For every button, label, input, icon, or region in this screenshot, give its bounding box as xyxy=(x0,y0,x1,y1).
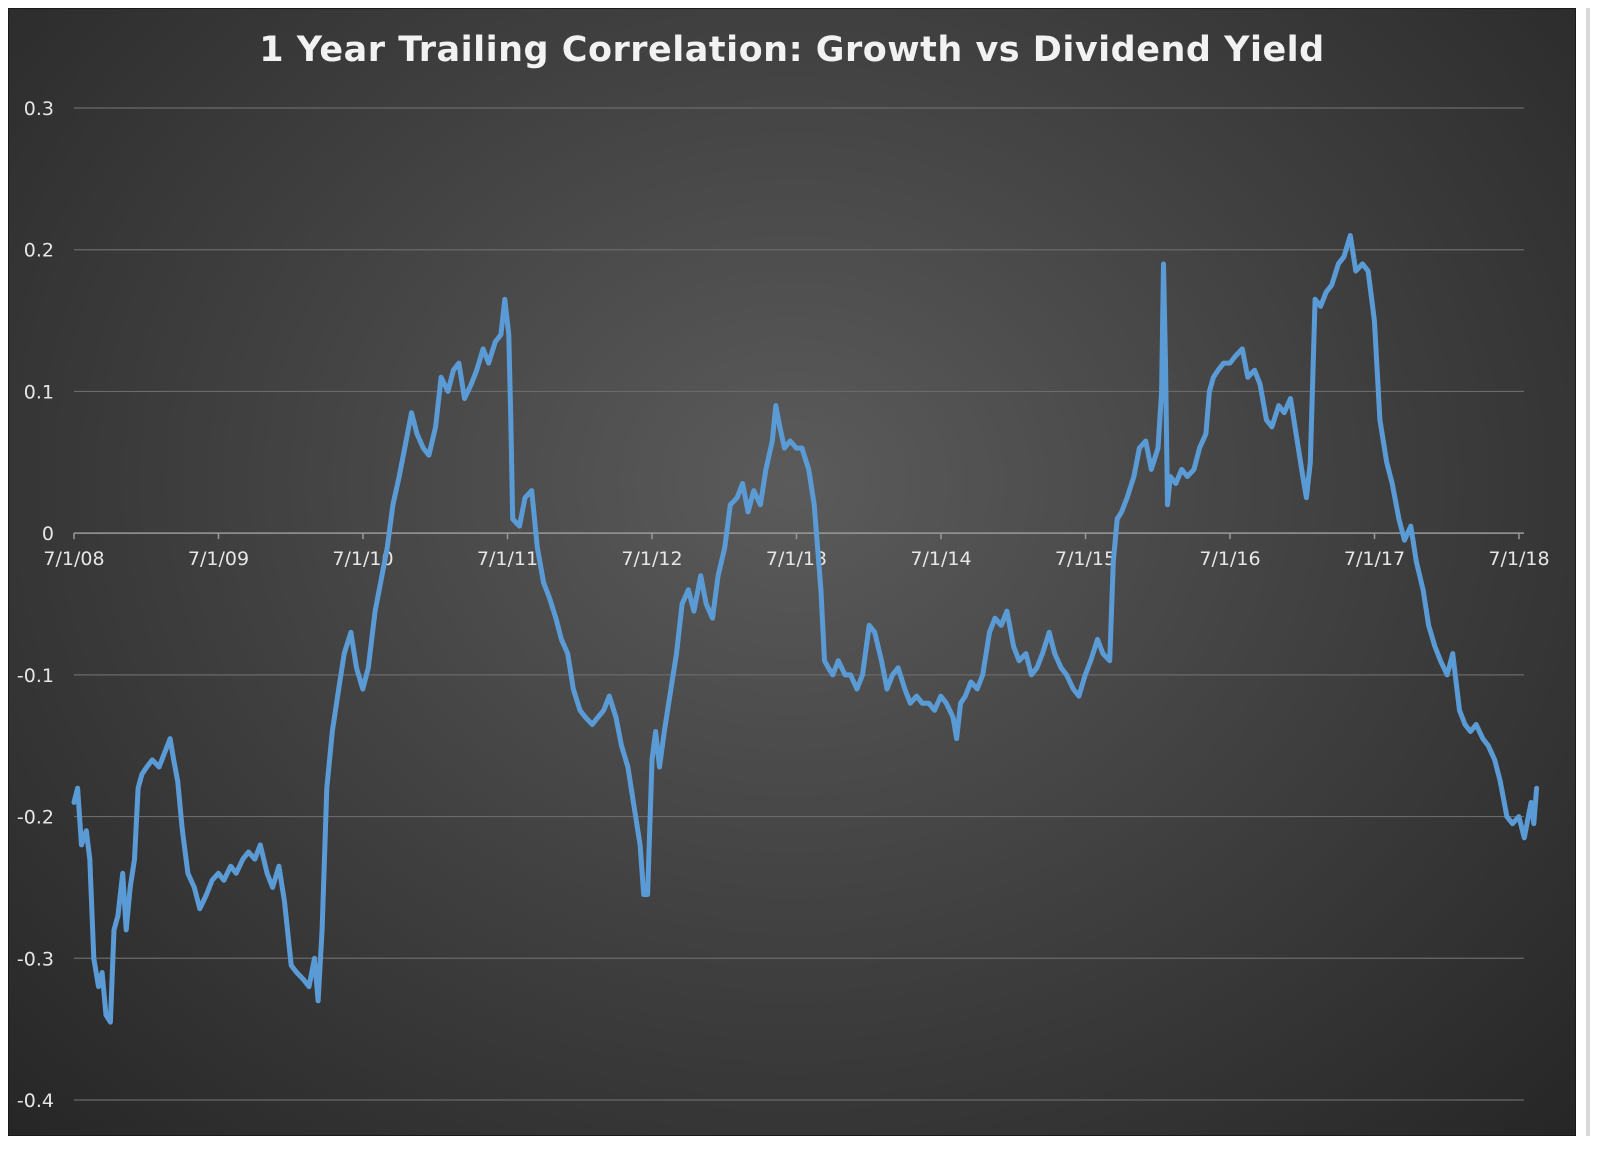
x-tick-label: 7/1/15 xyxy=(1055,548,1116,570)
y-tick-label: 0.1 xyxy=(24,381,54,403)
x-tick-label: 7/1/18 xyxy=(1488,548,1549,570)
x-tick-label: 7/1/08 xyxy=(43,548,104,570)
line-chart: 0.30.20.10-0.1-0.2-0.3-0.4 7/1/08 7/1/09 7… xyxy=(17,98,1550,1112)
x-tick-label: 7/1/13 xyxy=(766,548,827,570)
y-tick-label: 0.3 xyxy=(24,98,54,120)
y-tick-label: 0 xyxy=(42,523,54,545)
x-tick-label: 7/1/12 xyxy=(621,548,682,570)
x-tick-label: 7/1/10 xyxy=(332,548,393,570)
x-tick-label: 7/1/09 xyxy=(188,548,249,570)
y-tick-label: -0.1 xyxy=(17,665,54,687)
y-tick-label: 0.2 xyxy=(24,240,54,262)
y-tick-label: -0.3 xyxy=(17,948,54,970)
y-tick-label: -0.4 xyxy=(17,1090,54,1112)
x-tick-label: 7/1/14 xyxy=(910,548,971,570)
x-tick-label: 7/1/16 xyxy=(1199,548,1260,570)
series-layer xyxy=(71,233,1540,1025)
x-axis-ticks: 7/1/08 7/1/09 7/1/10 7/1/11 7/1/12 7/1/13 7/1/… xyxy=(43,533,1550,570)
y-axis-ticks: 0.3 0.2 0.1 0 -0.1 -0.2 -0.3 -0.4 xyxy=(17,98,54,1112)
x-tick-label: 7/1/17 xyxy=(1344,548,1405,570)
y-tick-label: -0.2 xyxy=(17,807,54,829)
x-tick-label: 7/1/11 xyxy=(477,548,538,570)
chart-title: 1 Year Trailing Correlation: Growth vs D… xyxy=(259,30,1325,70)
window-edge xyxy=(1586,8,1590,1136)
series-line xyxy=(71,233,1540,1025)
chart-background xyxy=(8,8,1576,1136)
